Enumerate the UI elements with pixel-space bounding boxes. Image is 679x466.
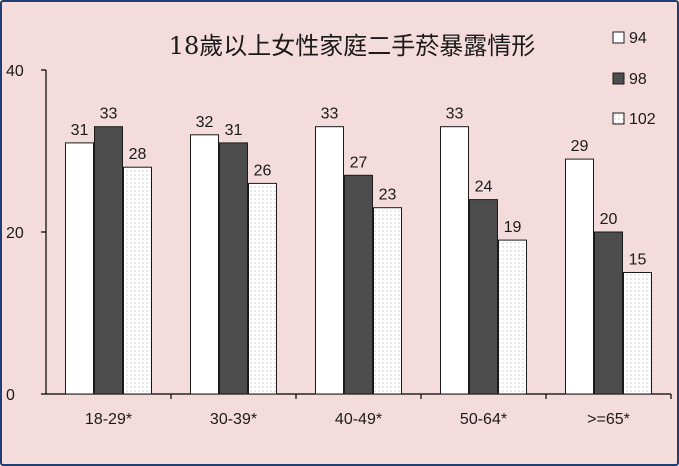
bar-102-18-29* [123,166,152,395]
data-label: 23 [379,187,397,204]
bar-102-30-39* [248,182,277,395]
data-label: 33 [321,106,339,123]
y-tick-labels: 0 20 40 [6,63,46,404]
bar-94-18-29* [65,142,94,395]
bars [65,126,652,395]
bar-98-40-49* [344,174,373,395]
bar-98-50-64* [469,199,498,395]
data-label: 15 [629,252,647,269]
x-tick-labels: 18-29* 30-39* 40-49* 50-64* >=65* [85,394,672,428]
data-label: 19 [504,219,522,236]
x-tick-label: 50-64* [460,411,507,428]
data-label: 26 [254,162,272,179]
legend-label-94: 94 [629,30,647,47]
chart-title: 18歲以上女性家庭二手菸暴露情形 [169,32,536,60]
bar-98-18-29* [94,126,123,395]
legend-swatch-102 [612,112,625,125]
legend: 94 98 102 [612,30,656,128]
data-label: 28 [129,146,147,163]
bar-98->=65* [594,231,623,395]
data-label: 33 [446,106,464,123]
y-tick-label: 40 [6,63,24,80]
data-label: 31 [71,122,89,139]
bar-102->=65* [623,272,652,395]
x-tick-label: 18-29* [85,411,132,428]
bar-94-30-39* [190,134,219,395]
data-label: 24 [475,179,493,196]
bar-98-30-39* [219,142,248,395]
bar-94->=65* [565,158,594,395]
x-tick-label: 30-39* [210,411,257,428]
x-tick-label: 40-49* [335,411,382,428]
data-labels: 31 33 28 32 31 26 33 27 23 33 24 19 29 20 15 [71,106,647,269]
data-label: 31 [225,122,243,139]
data-label: 32 [196,114,214,131]
x-tick-label: >=65* [587,411,630,428]
data-label: 27 [350,154,368,171]
bar-102-40-49* [373,207,402,395]
data-label: 20 [600,211,618,228]
data-label: 29 [571,138,589,155]
legend-label-102: 102 [629,111,656,128]
y-tick-label: 20 [6,225,24,242]
legend-swatch-94 [612,31,625,44]
legend-label-98: 98 [629,71,647,88]
y-tick-label: 0 [6,387,15,404]
bar-94-50-64* [440,126,469,395]
bar-102-50-64* [498,239,527,395]
data-label: 33 [100,106,118,123]
legend-swatch-98 [612,72,625,85]
bar-94-40-49* [315,126,344,395]
